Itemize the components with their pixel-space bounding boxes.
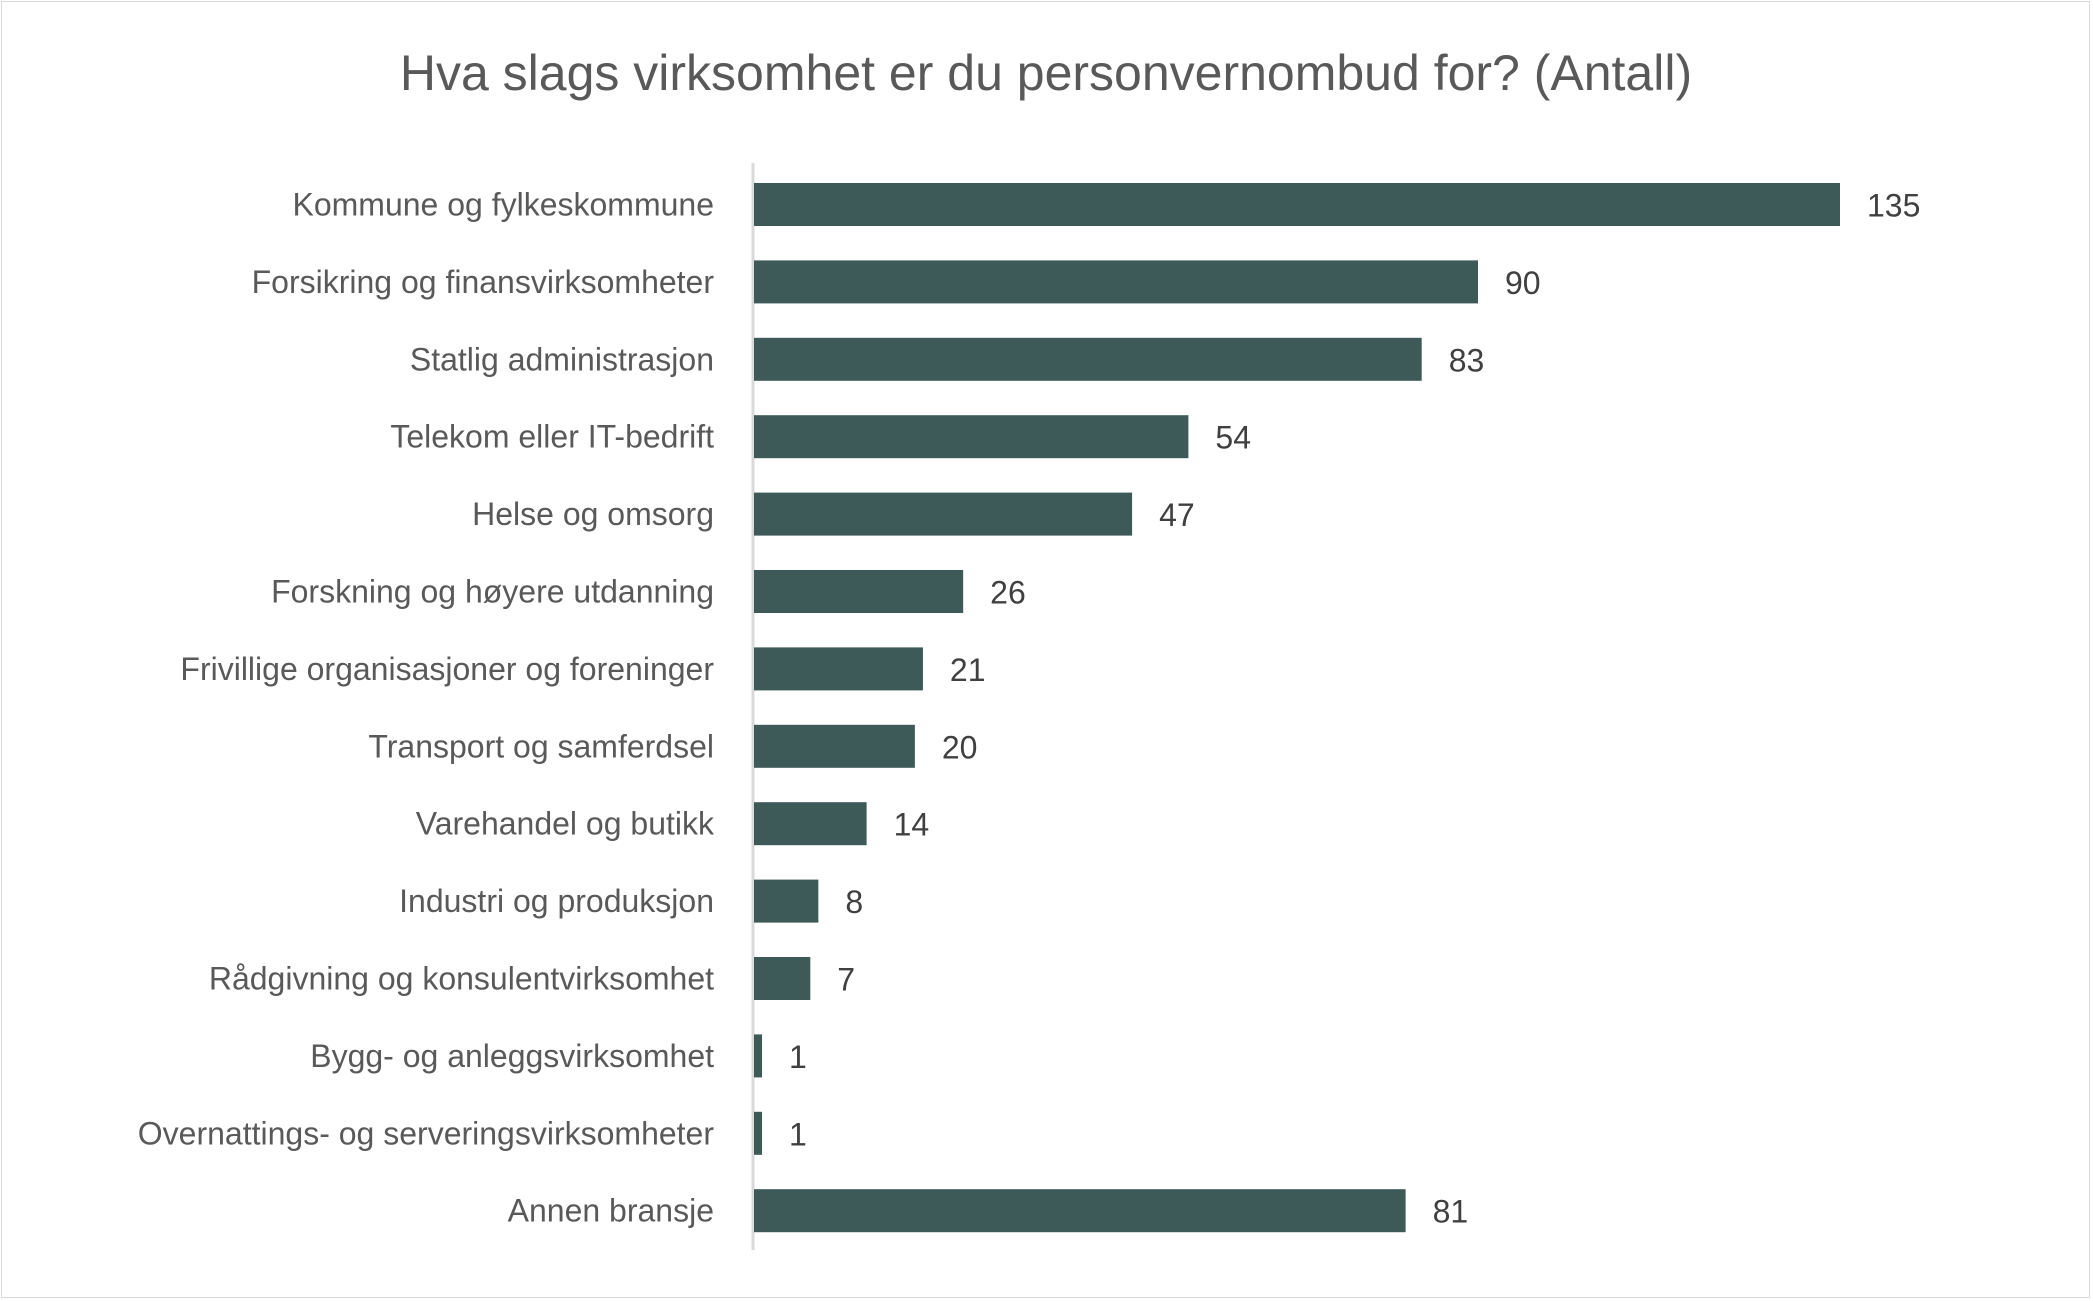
bar bbox=[754, 337, 1422, 381]
category-label: Frivillige organisasjoner og foreninger bbox=[180, 651, 714, 687]
data-label: 90 bbox=[1505, 265, 1541, 301]
bar bbox=[754, 415, 1189, 459]
bar bbox=[754, 957, 811, 1000]
bar bbox=[754, 183, 1840, 226]
category-label: Annen bransje bbox=[508, 1193, 714, 1229]
bar bbox=[754, 879, 819, 923]
category-label: Telekom eller IT-bedrift bbox=[390, 419, 714, 455]
data-label: 8 bbox=[845, 884, 863, 920]
bar bbox=[754, 647, 923, 691]
bar bbox=[754, 1034, 763, 1078]
data-label: 1 bbox=[789, 1116, 807, 1152]
category-label: Helse og omsorg bbox=[472, 496, 714, 532]
category-label: Varehandel og butikk bbox=[416, 806, 715, 842]
bar bbox=[754, 260, 1478, 304]
data-label: 81 bbox=[1433, 1194, 1469, 1230]
category-label: Statlig administrasjon bbox=[410, 341, 714, 377]
data-label: 14 bbox=[894, 807, 930, 843]
data-label: 47 bbox=[1159, 497, 1195, 533]
bar bbox=[754, 492, 1133, 536]
category-label: Overnattings- og serveringsvirksomheter bbox=[138, 1115, 715, 1151]
bar bbox=[754, 1111, 763, 1155]
category-label: Industri og produksjon bbox=[399, 883, 714, 919]
category-label: Kommune og fylkeskommune bbox=[292, 187, 714, 223]
category-label: Transport og samferdsel bbox=[368, 728, 714, 764]
data-label: 1 bbox=[789, 1039, 807, 1075]
bar bbox=[754, 1189, 1406, 1233]
category-label: Forskning og høyere utdanning bbox=[271, 574, 714, 610]
data-label: 7 bbox=[837, 962, 855, 998]
bar bbox=[754, 570, 964, 613]
data-label: 83 bbox=[1449, 342, 1485, 378]
category-label: Forsikring og finansvirksomheter bbox=[252, 264, 715, 300]
chart-title: Hva slags virksomhet er du personvernomb… bbox=[400, 45, 1692, 101]
data-label: 26 bbox=[990, 575, 1026, 611]
bar bbox=[754, 802, 867, 846]
data-label: 54 bbox=[1215, 420, 1251, 456]
data-label: 20 bbox=[942, 729, 978, 765]
category-label: Rådgivning og konsulentvirksomhet bbox=[209, 961, 714, 997]
data-label: 21 bbox=[950, 652, 986, 688]
data-label: 135 bbox=[1867, 188, 1920, 224]
bar bbox=[754, 724, 915, 768]
category-label: Bygg- og anleggsvirksomhet bbox=[310, 1038, 714, 1074]
